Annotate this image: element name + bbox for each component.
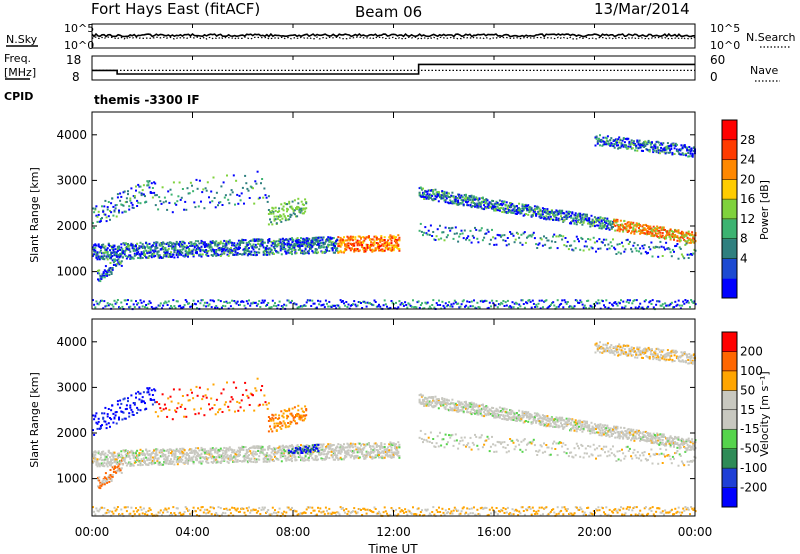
nave-tick-bottom: 0 [710,70,718,84]
power-ytick: 3000 [56,173,87,187]
power-colorbar-tick: 16 [740,192,755,206]
noise-sky-line [91,32,695,38]
nave-label: Nave [750,64,778,77]
beam-title: Beam 06 [355,3,422,21]
power-colorbar-tick: 24 [740,153,755,167]
velocity-colorbar-tick: 100 [740,364,763,378]
power-colorbar-tick: 20 [740,172,755,186]
power-colorbar-tick: 8 [740,232,748,246]
cpid-value: themis -3300 IF [94,93,200,107]
velocity-colorbar-tick: -200 [740,481,767,495]
power-heatmap [92,134,697,311]
power-ytick: 1000 [56,265,87,279]
nave-tick-top: 60 [710,53,725,67]
time-tick: 00:00 [75,525,110,539]
station-title: Fort Hays East (fitACF) [91,0,260,18]
time-tick: 08:00 [276,525,311,539]
velocity-ytick: 3000 [56,380,87,394]
velocity-colorbar-label: Velocity [m s⁻¹] [758,371,771,456]
time-tick: 12:00 [376,525,411,539]
noise-right-tick-top: 10^5 [710,22,740,35]
power-colorbar-tick: 4 [740,251,748,265]
velocity-ytick: 2000 [56,426,87,440]
power-ylabel: Slant Range [km] [28,167,41,263]
time-tick: 00:00 [678,525,713,539]
power-ytick: 4000 [56,128,87,142]
velocity-colorbar: 200 100 50 15 -15 -50 -100 -200 [721,331,767,508]
power-colorbar-tick: 28 [740,133,755,147]
velocity-colorbar-tick: -100 [740,461,767,475]
velocity-colorbar-tick: -15 [740,422,760,436]
velocity-colorbar-tick: 50 [740,383,755,397]
power-colorbar-label: Power [dB] [758,180,771,240]
time-tick: 16:00 [477,525,512,539]
noise-sky-label: N.Sky [6,33,38,46]
velocity-ylabel: Slant Range [km] [28,372,41,468]
noise-panel: N.Sky 10^5 10^0 10^5 10^0 N.Search [6,22,796,52]
time-tick: 04:00 [175,525,210,539]
power-colorbar: 28 24 20 16 12 8 4 [721,119,755,299]
time-axis-label: Time UT [367,542,418,554]
time-tick: 20:00 [577,525,612,539]
freq-unit: [MHz] [4,66,36,79]
velocity-colorbar-tick: -50 [740,442,760,456]
freq-line [92,63,695,75]
velocity-ytick: 1000 [56,472,87,486]
power-colorbar-tick: 12 [740,212,755,226]
noise-search-label: N.Search [746,31,796,44]
velocity-ytick: 4000 [56,335,87,349]
cpid-label: CPID [4,90,33,103]
freq-panel: Freq. [MHz] 18 8 60 0 Nave CPID themis -… [4,52,780,107]
noise-right-tick-bottom: 10^0 [710,39,740,52]
power-panel: 4000 3000 2000 1000 Slant Range [km] 28 24 20… [28,111,771,311]
freq-tick-top: 18 [66,53,81,67]
freq-label: Freq. [4,52,31,65]
noise-left-tick-top: 10^5 [64,22,94,35]
date-title: 13/Mar/2014 [594,0,690,18]
velocity-panel: 4000 3000 2000 1000 Slant Range [km] 200 100… [28,318,771,518]
velocity-heatmap [92,341,697,518]
power-ytick: 2000 [56,219,87,233]
noise-left-tick-bottom: 10^0 [64,39,94,52]
velocity-colorbar-tick: 15 [740,403,755,417]
freq-tick-bottom: 8 [72,70,80,84]
noise-search-line [91,36,696,40]
velocity-colorbar-tick: 200 [740,344,763,358]
